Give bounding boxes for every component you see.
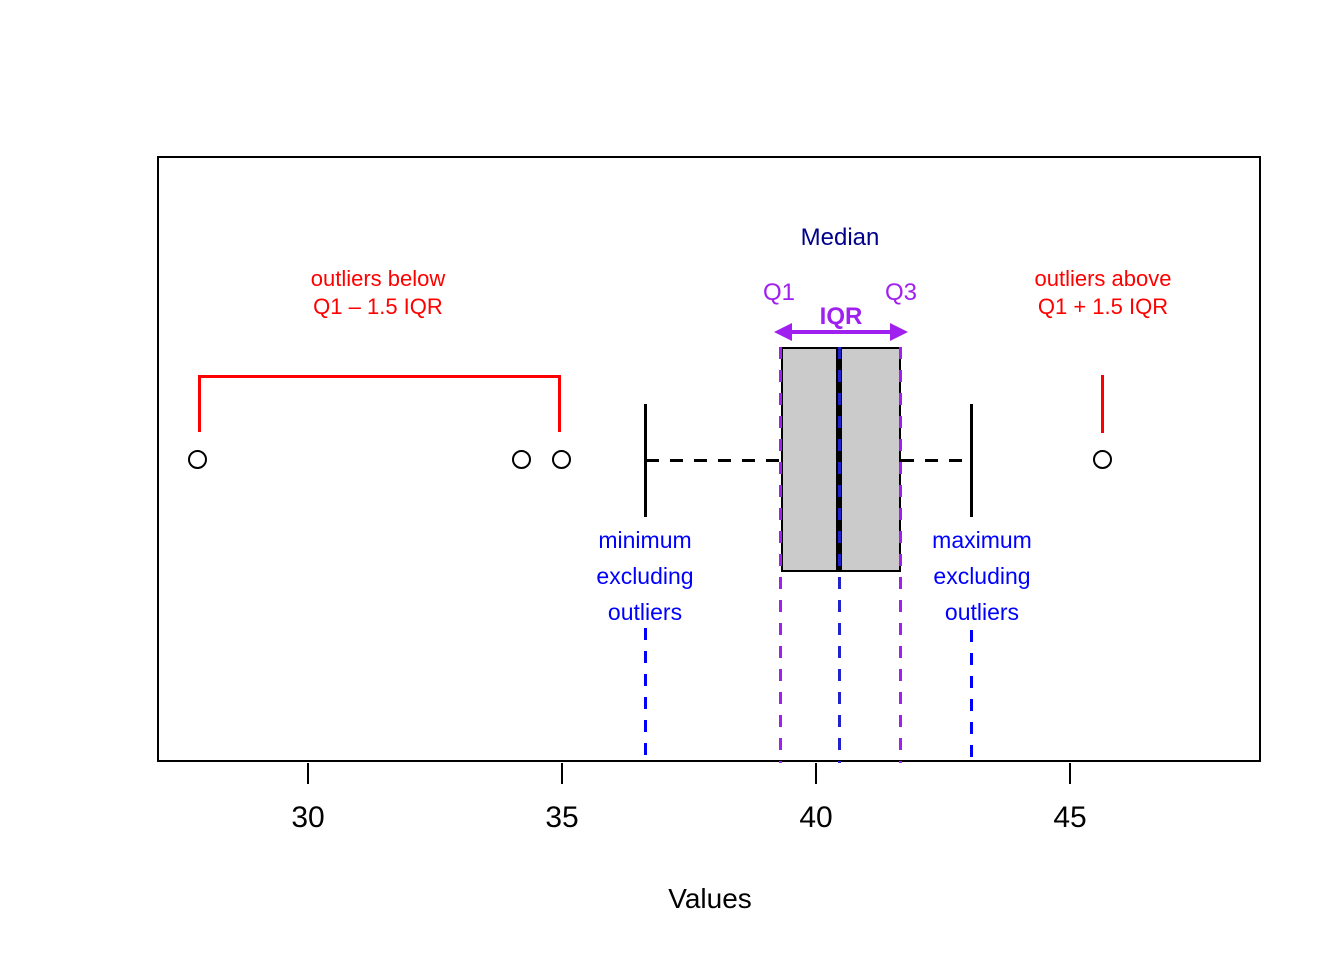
x-tick-30 [307, 763, 309, 784]
iqr-label: IQR [819, 303, 863, 330]
left-whisker-cap [644, 404, 647, 517]
q1-guide-line [779, 347, 782, 763]
q3-label: Q3 [884, 279, 918, 306]
x-axis-title: Values [668, 883, 752, 914]
x-tick-label-45: 45 [1053, 801, 1087, 834]
outliers-below-label-line1: outliers below [310, 266, 446, 291]
x-tick-label-35: 35 [545, 801, 579, 834]
outliers-above-marker [1101, 375, 1104, 433]
x-tick-label-40: 40 [799, 801, 833, 834]
outliers-above-label: outliers above Q1 + 1.5 IQR [1035, 265, 1172, 321]
q1-label: Q1 [762, 279, 796, 306]
outliers-above-label-line2: Q1 + 1.5 IQR [1037, 294, 1169, 319]
right-whisker-cap [970, 404, 973, 517]
max-label-line3: outliers [944, 599, 1020, 625]
x-tick-35 [561, 763, 563, 784]
x-tick-45 [1069, 763, 1071, 784]
outliers-below-label-line2: Q1 – 1.5 IQR [313, 294, 443, 319]
min-label-line3: outliers [607, 599, 683, 625]
max-excluding-outliers-label: maximum excluding outliers [932, 522, 1032, 630]
x-tick-40 [815, 763, 817, 784]
outlier-point-2 [512, 450, 531, 469]
max-label-line2: excluding [933, 563, 1031, 589]
outlier-point-3 [552, 450, 571, 469]
iqr-arrow [774, 323, 908, 341]
outlier-point-4 [1093, 450, 1112, 469]
outliers-below-bracket [198, 375, 561, 432]
outliers-above-label-line1: outliers above [1034, 266, 1172, 291]
x-tick-label-30: 30 [291, 801, 325, 834]
outliers-below-label: outliers below Q1 – 1.5 IQR [311, 265, 446, 321]
max-guide-line [970, 630, 973, 763]
left-whisker-line [646, 459, 781, 462]
min-label-line1: minimum [598, 527, 692, 553]
q3-guide-line [899, 347, 902, 763]
plot-frame [157, 156, 1261, 762]
min-guide-line [644, 628, 647, 763]
min-label-line2: excluding [596, 563, 694, 589]
outlier-point-1 [188, 450, 207, 469]
median-label: Median [800, 224, 880, 251]
min-excluding-outliers-label: minimum excluding outliers [596, 522, 693, 630]
max-label-line1: maximum [932, 527, 1032, 553]
right-whisker-line [901, 459, 972, 462]
median-guide-line [838, 347, 841, 763]
